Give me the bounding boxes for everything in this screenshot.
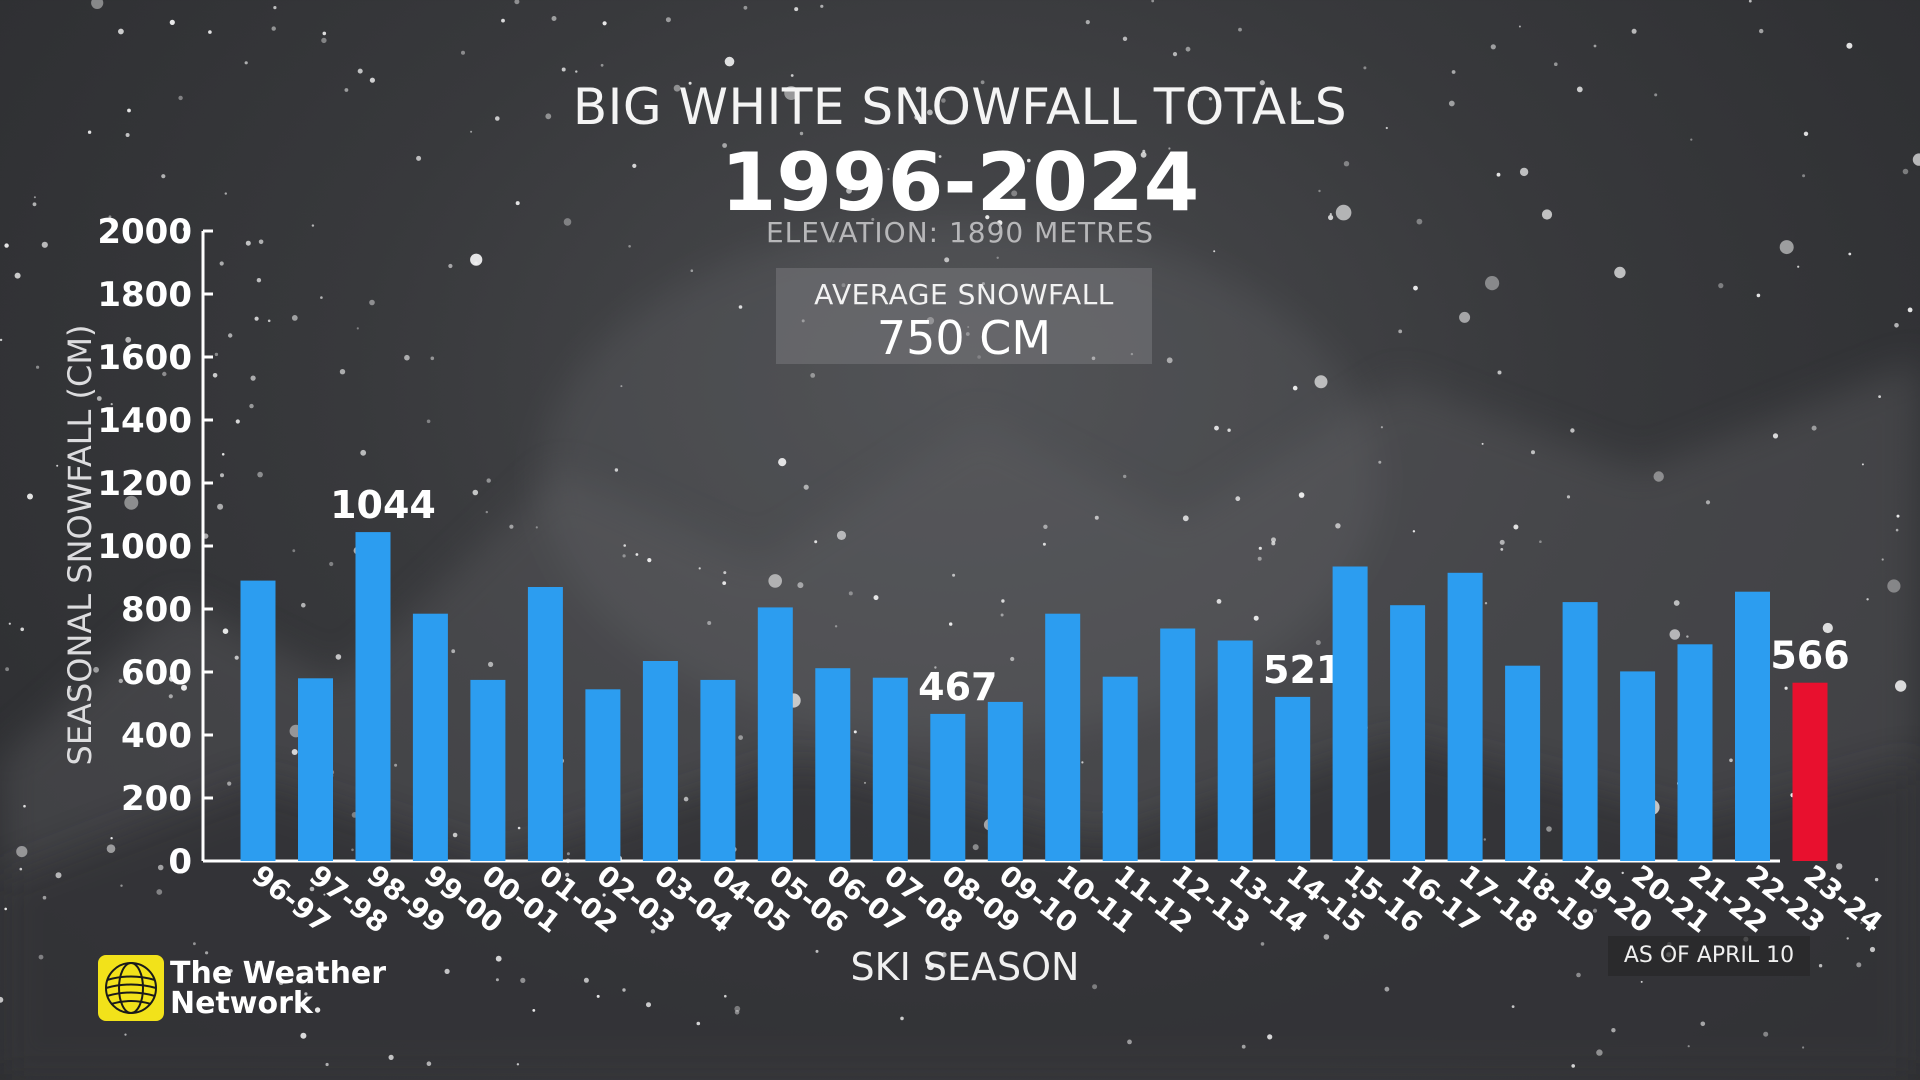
bar-09-10	[987, 701, 1023, 861]
bar-14-15	[1275, 696, 1311, 861]
elevation-subtitle: ELEVATION: 1890 METRES	[765, 216, 1155, 249]
y-tick-label: 2000	[97, 212, 192, 252]
bar-12-13	[1160, 628, 1196, 861]
x-axis-title: SKI SEASON	[850, 945, 1080, 989]
bar-17-18	[1447, 572, 1483, 861]
y-tick-label: 1000	[97, 527, 192, 567]
chart-title: BIG WHITE SNOWFALL TOTALS	[572, 78, 1348, 136]
bar-03-04	[642, 661, 678, 861]
bar-99-00	[412, 613, 448, 861]
weather-network-logo: The Weather Network	[98, 955, 398, 1025]
average-snowfall-label: AVERAGE SNOWFALL	[814, 278, 1114, 311]
data-label-08-09: 467	[918, 665, 997, 709]
bar-97-98	[298, 678, 333, 861]
as-of-date-badge: AS OF APRIL 10	[1608, 936, 1810, 976]
chart-years: 1996-2024	[720, 136, 1200, 229]
bar-22-23	[1735, 591, 1770, 861]
y-tick-label: 600	[121, 653, 192, 693]
y-tick-label: 1800	[97, 275, 192, 315]
bar-21-22	[1677, 644, 1713, 861]
average-snowfall-value: 750 CM	[876, 311, 1052, 365]
bar-05-06	[757, 607, 793, 861]
y-tick-label: 1600	[97, 338, 192, 378]
bar-01-02	[527, 587, 563, 861]
bar-15-16	[1332, 566, 1368, 861]
y-tick-label: 200	[121, 779, 192, 819]
y-tick-label: 400	[121, 716, 192, 756]
bar-98-99	[355, 532, 391, 861]
brand-line-2: Network	[170, 986, 313, 1021]
data-label-23-24: 566	[1770, 634, 1849, 678]
y-tick-label: 0	[168, 842, 192, 882]
bar-23-24	[1792, 682, 1828, 861]
bar-06-07	[815, 668, 851, 861]
data-label-14-15: 521	[1263, 648, 1342, 692]
bar-08-09	[930, 713, 966, 861]
weather-network-globe-icon	[98, 955, 164, 1021]
data-label-98-99: 1044	[330, 483, 436, 527]
average-snowfall-box: AVERAGE SNOWFALL 750 CM	[776, 268, 1152, 365]
brand-line-1: The Weather	[170, 956, 387, 991]
bar-96-97	[240, 580, 276, 861]
bar-19-20	[1562, 602, 1598, 861]
bar-20-21	[1620, 671, 1656, 861]
weather-network-wordmark: The Weather Network	[170, 959, 386, 1019]
y-axis-title: SEASONAL SNOWFALL (CM)	[61, 324, 99, 766]
bar-04-05	[700, 679, 736, 861]
bar-11-12	[1102, 676, 1138, 861]
bar-02-03	[585, 689, 621, 861]
y-tick-label: 800	[121, 590, 192, 630]
y-tick-label: 1200	[97, 464, 192, 504]
y-tick-label: 1400	[97, 401, 192, 441]
bar-18-19	[1505, 665, 1541, 861]
bar-07-08	[872, 677, 908, 861]
bar-13-14	[1217, 640, 1253, 861]
bar-00-01	[470, 679, 506, 861]
bar-10-11	[1045, 613, 1081, 861]
bar-16-17	[1390, 605, 1426, 861]
